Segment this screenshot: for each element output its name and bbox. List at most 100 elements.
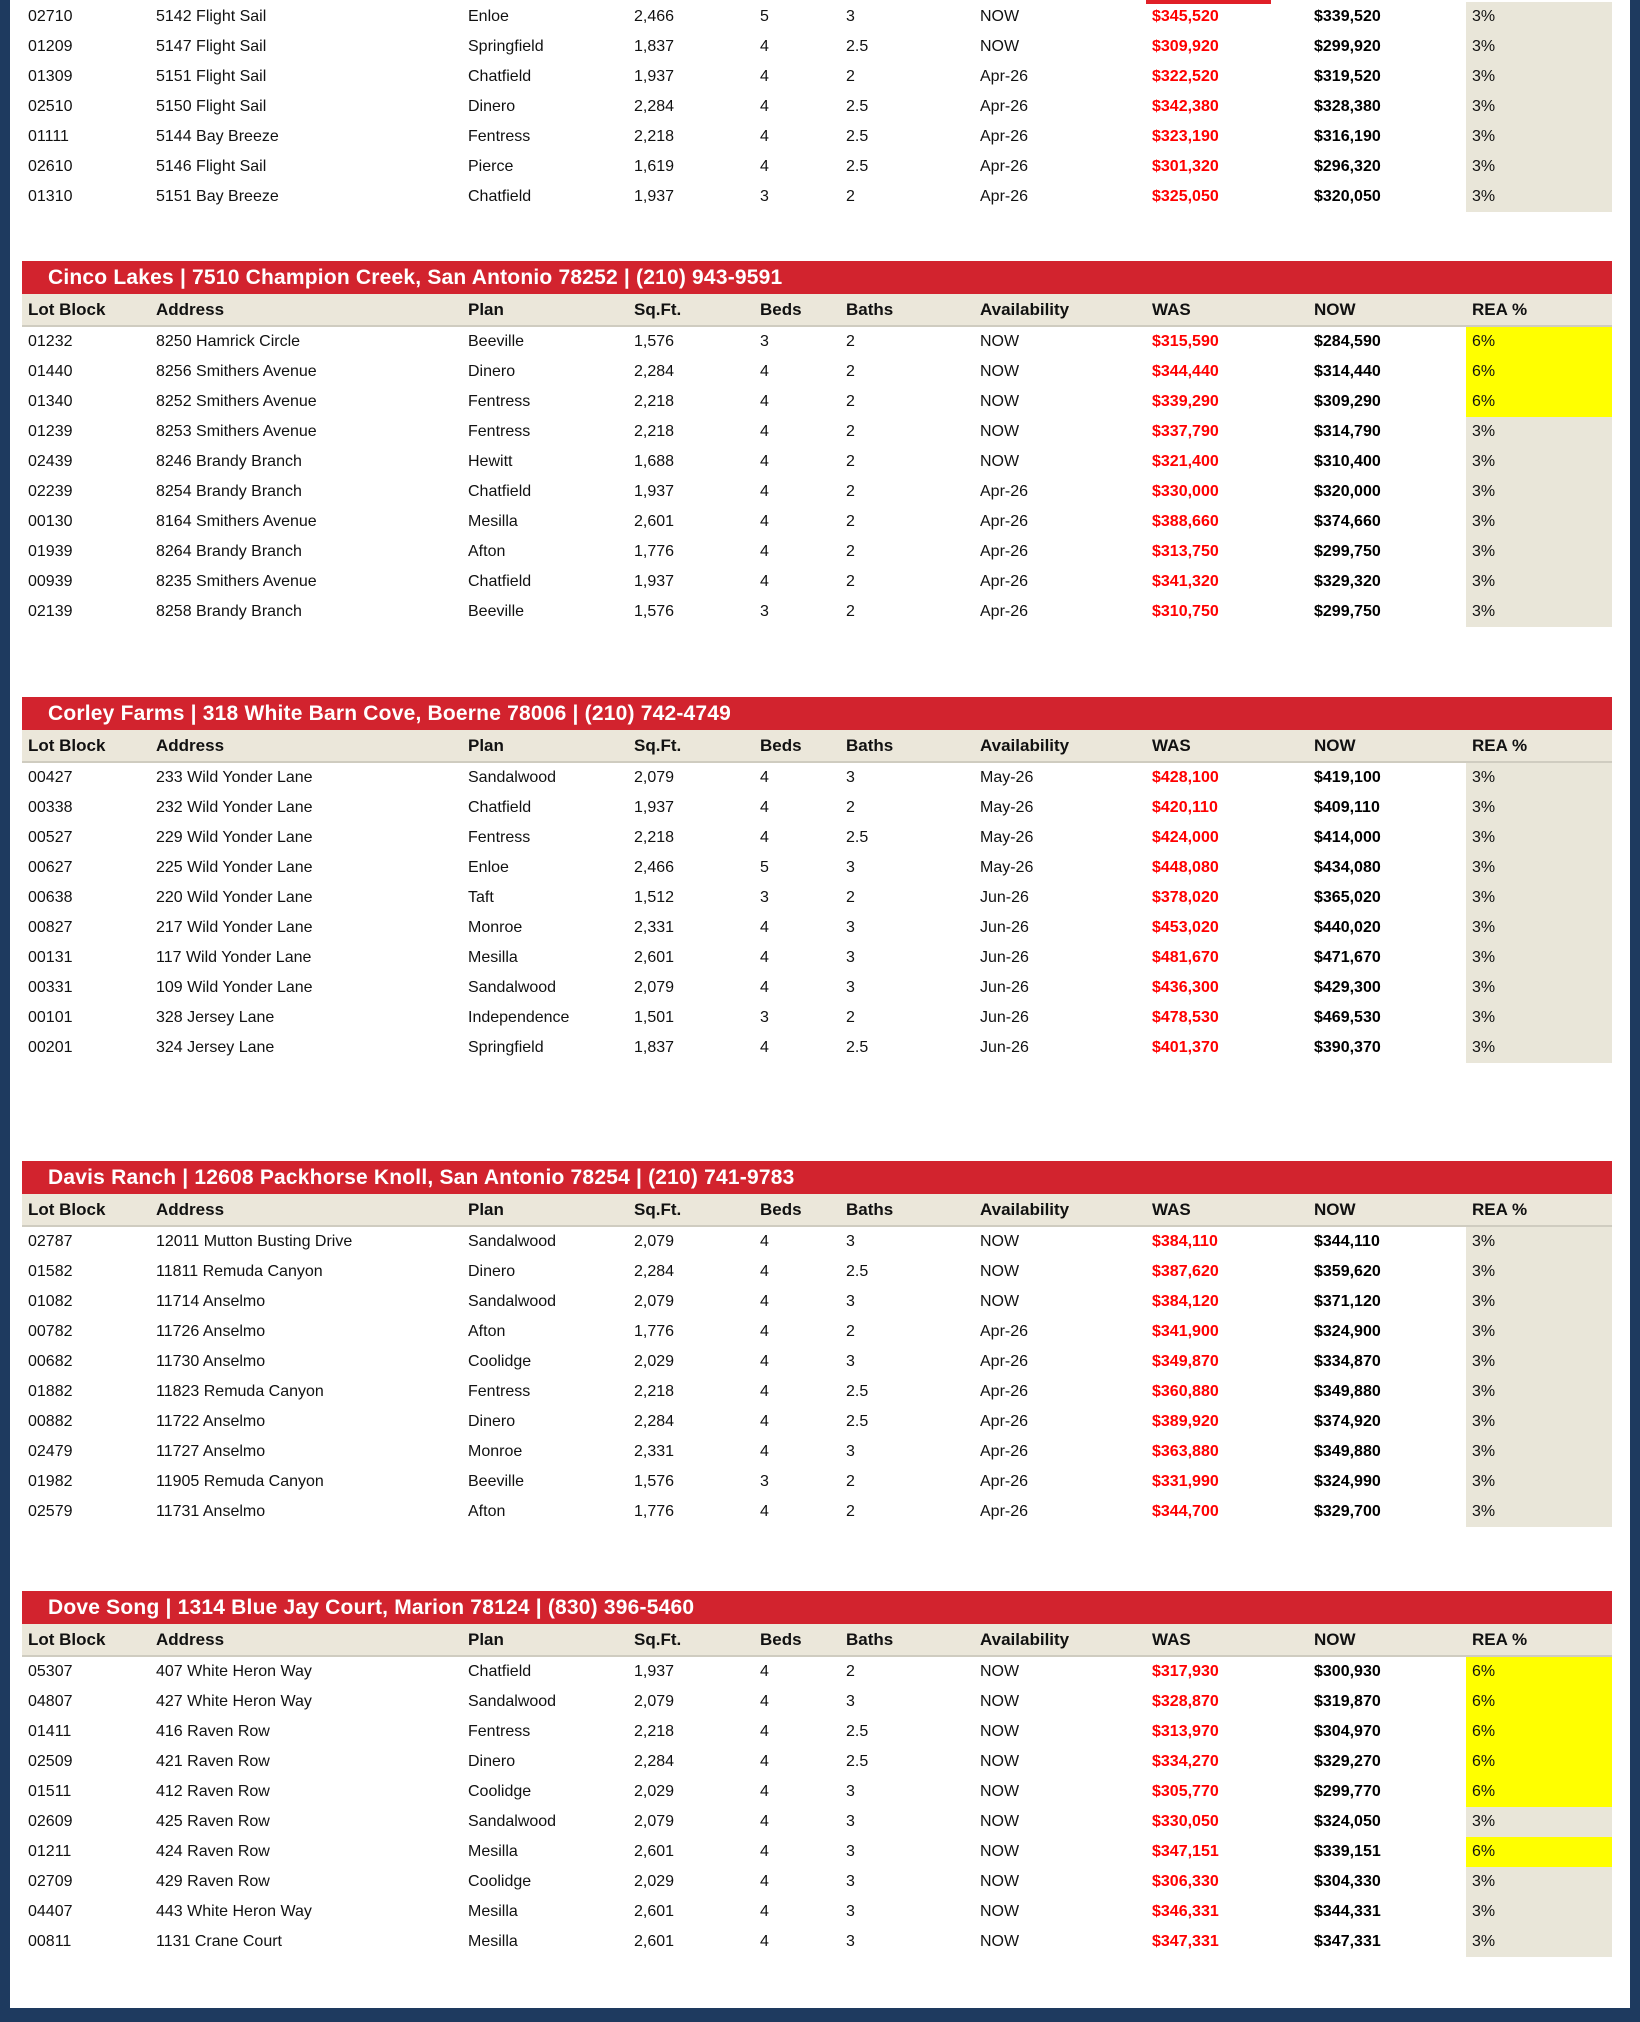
cell-address: 8246 Brandy Branch [156, 453, 302, 470]
cell-rea: 3% [1466, 1807, 1612, 1837]
cell-sqft: 1,837 [634, 38, 675, 55]
cell-now: $319,870 [1314, 1693, 1381, 1710]
cell-baths: 2 [846, 799, 855, 816]
cell-beds: 4 [760, 1783, 769, 1800]
cell-baths: 3 [846, 949, 855, 966]
cell-baths: 2.5 [846, 38, 869, 55]
cell-now: $347,331 [1314, 1933, 1381, 1950]
cell-now: $304,330 [1314, 1873, 1381, 1890]
cell-beds: 4 [760, 1693, 769, 1710]
cell-was: $384,110 [1152, 1233, 1218, 1250]
cell-avail: Apr-26 [980, 543, 1029, 560]
col-header-was: WAS [1146, 294, 1308, 327]
cell-plan: Dinero [468, 1753, 516, 1770]
cell-beds: 4 [760, 543, 769, 560]
cell-address: 225 Wild Yonder Lane [156, 859, 313, 876]
cell-plan: Beeville [468, 333, 525, 350]
table-row: 00527 229 Wild Yonder Lane Fentress 2,218 4 2… [22, 823, 1612, 853]
cell-plan: Coolidge [468, 1783, 532, 1800]
cell-sqft: 2,218 [634, 1723, 675, 1740]
cell-address: 8253 Smithers Avenue [156, 423, 317, 440]
col-header-beds: Beds [754, 1194, 840, 1227]
cell-sqft: 2,601 [634, 949, 675, 966]
cinco-lakes-table: Lot Block Address Plan Sq.Ft. Beds Baths Avail… [22, 294, 1612, 627]
table-row: 01882 11823 Remuda Canyon Fentress 2,218 4 2.… [22, 1377, 1612, 1407]
cell-lot: 01309 [28, 68, 73, 85]
cell-lot: 01232 [28, 333, 73, 350]
cell-address: 443 White Heron Way [156, 1903, 312, 1920]
cell-rea: 3% [1466, 913, 1612, 943]
table-row: 01340 8252 Smithers Avenue Fentress 2,218 4 2… [22, 387, 1612, 417]
col-header-now: NOW [1308, 730, 1466, 763]
cell-lot: 01982 [28, 1473, 73, 1490]
cell-rea: 3% [1466, 1003, 1612, 1033]
table-row: 05307 407 White Heron Way Chatfield 1,937 4 2… [22, 1656, 1612, 1687]
cell-lot: 00682 [28, 1353, 73, 1370]
table-row: 02239 8254 Brandy Branch Chatfield 1,937 4 2 A… [22, 477, 1612, 507]
cell-sqft: 1,937 [634, 483, 675, 500]
cell-sqft: 2,079 [634, 1233, 675, 1250]
cell-baths: 2 [846, 603, 855, 620]
cell-was: $330,050 [1152, 1813, 1219, 1830]
cell-lot: 00527 [28, 829, 73, 846]
cell-rea: 6% [1466, 357, 1612, 387]
col-header-baths: Baths [840, 1624, 974, 1657]
cell-beds: 4 [760, 98, 769, 115]
cell-avail: NOW [980, 423, 1020, 440]
cell-baths: 2 [846, 68, 855, 85]
cell-plan: Beeville [468, 603, 525, 620]
cell-now: $316,190 [1314, 128, 1381, 145]
cell-sqft: 2,218 [634, 393, 675, 410]
table-row: 01582 11811 Remuda Canyon Dinero 2,284 4 2.5 N… [22, 1257, 1612, 1287]
cell-lot: 00130 [28, 513, 73, 530]
cell-avail: Apr-26 [980, 1323, 1029, 1340]
cell-plan: Enloe [468, 859, 509, 876]
cell-rea: 6% [1466, 1687, 1612, 1717]
cell-sqft: 2,331 [634, 1443, 675, 1460]
cell-rea: 6% [1466, 1837, 1612, 1867]
cell-was: $346,331 [1152, 1903, 1219, 1920]
davis-ranch-table: Lot Block Address Plan Sq.Ft. Beds Baths Avail… [22, 1194, 1612, 1527]
cell-plan: Monroe [468, 919, 523, 936]
cell-sqft: 1,688 [634, 453, 675, 470]
cell-lot: 01082 [28, 1293, 73, 1310]
cell-now: $359,620 [1314, 1263, 1381, 1280]
cell-was: $301,320 [1152, 158, 1219, 175]
cell-plan: Sandalwood [468, 1693, 557, 1710]
cell-baths: 2.5 [846, 1753, 869, 1770]
cell-plan: Pierce [468, 158, 514, 175]
cell-baths: 2.5 [846, 1413, 869, 1430]
column-header-row: Lot Block Address Plan Sq.Ft. Beds Baths Avail… [22, 294, 1612, 327]
cell-plan: Afton [468, 1503, 506, 1520]
cell-was: $331,990 [1152, 1473, 1219, 1490]
cell-address: 407 White Heron Way [156, 1663, 312, 1680]
table-row: 01209 5147 Flight Sail Springfield 1,837 4 2.… [22, 32, 1612, 62]
cell-now: $371,120 [1314, 1293, 1381, 1310]
cell-rea: 6% [1466, 387, 1612, 417]
col-header-was: WAS [1146, 730, 1308, 763]
cell-address: 416 Raven Row [156, 1723, 270, 1740]
cell-beds: 4 [760, 1873, 769, 1890]
cell-lot: 01582 [28, 1263, 73, 1280]
cell-address: 8164 Smithers Avenue [156, 513, 317, 530]
cell-beds: 4 [760, 769, 769, 786]
cell-baths: 2.5 [846, 128, 869, 145]
cell-address: 229 Wild Yonder Lane [156, 829, 313, 846]
cell-avail: NOW [980, 8, 1020, 25]
column-header-row: Lot Block Address Plan Sq.Ft. Beds Baths Avail… [22, 1194, 1612, 1227]
cell-address: 11727 Anselmo [156, 1443, 266, 1460]
cell-plan: Mesilla [468, 513, 518, 530]
cell-was: $315,590 [1152, 333, 1219, 350]
cell-was: $305,770 [1152, 1783, 1219, 1800]
page-content: 02710 5142 Flight Sail Enloe 2,466 5 3 NOW $345… [10, 0, 1630, 1957]
cell-address: 11731 Anselmo [156, 1503, 266, 1520]
cell-plan: Dinero [468, 1263, 516, 1280]
table-row: 00131 117 Wild Yonder Lane Mesilla 2,601 4 3 J… [22, 943, 1612, 973]
cell-baths: 3 [846, 1443, 855, 1460]
cell-sqft: 1,837 [634, 1039, 675, 1056]
cell-baths: 2 [846, 393, 855, 410]
cell-now: $284,590 [1314, 333, 1381, 350]
cell-was: $420,110 [1152, 799, 1218, 816]
cell-address: 421 Raven Row [156, 1753, 270, 1770]
cell-beds: 4 [760, 919, 769, 936]
